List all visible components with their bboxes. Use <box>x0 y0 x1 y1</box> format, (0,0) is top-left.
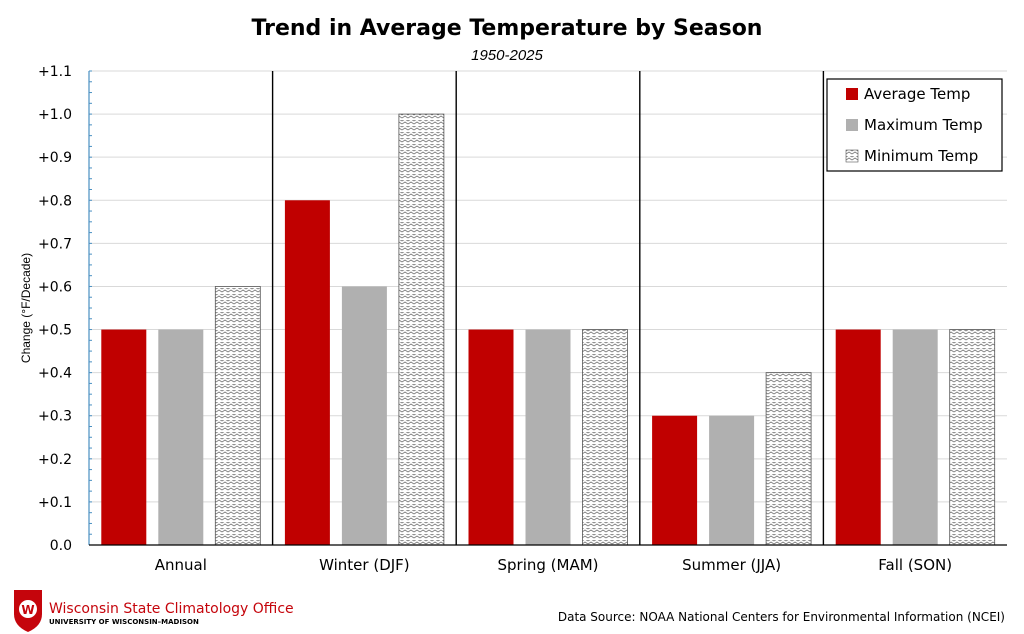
bar-maximum-temp <box>709 415 755 545</box>
bar-maximum-temp <box>892 329 938 545</box>
bar-average-temp <box>101 329 147 545</box>
chart-subtitle: 1950-2025 <box>471 47 543 64</box>
bar-minimum-temp <box>765 372 812 546</box>
bar-average-temp <box>468 329 514 545</box>
legend-swatch-minimum <box>845 149 859 163</box>
bar-maximum-temp <box>341 286 387 545</box>
y-tick-label: +0.2 <box>38 452 72 468</box>
y-tick-label: +0.9 <box>38 150 72 166</box>
crest-letter: W <box>21 603 34 617</box>
x-tick-label: Winter (DJF) <box>319 556 410 574</box>
legend-label-maximum: Maximum Temp <box>864 116 983 134</box>
bars <box>101 113 996 546</box>
legend-label-average: Average Temp <box>864 85 970 103</box>
bar-minimum-temp <box>214 286 261 546</box>
x-tick-label: Spring (MAM) <box>497 556 598 574</box>
y-tick-labels: 0.0 +0.1 +0.2 +0.3 +0.4 +0.5 +0.6 +0.7 +0.8 +0.9 +… <box>38 64 72 554</box>
bar-average-temp <box>652 415 698 545</box>
x-tick-label: Fall (SON) <box>878 556 952 574</box>
bar-maximum-temp <box>158 329 204 545</box>
y-tick-label: +0.1 <box>38 495 72 511</box>
x-tick-label: Summer (JJA) <box>682 556 781 574</box>
legend-label-minimum: Minimum Temp <box>864 147 978 165</box>
legend: Average Temp Maximum Temp Minimum Temp <box>826 78 1003 172</box>
y-tick-label: +0.4 <box>38 366 72 382</box>
org-subtitle: UNIVERSITY OF WISCONSIN–MADISON <box>49 618 199 626</box>
category-separators <box>271 71 825 545</box>
bar-minimum-temp <box>949 329 996 546</box>
y-tick-label: +0.5 <box>38 323 72 339</box>
bar-average-temp <box>284 200 330 546</box>
crest-inner-icon <box>19 600 37 618</box>
legend-swatch-maximum <box>846 119 858 131</box>
footer-logo: W Wisconsin State Climatology Office UNI… <box>14 590 294 632</box>
bar-average-temp <box>835 329 881 545</box>
y-tick-label: +0.3 <box>38 409 72 425</box>
x-tick-labels: Annual Winter (DJF) Spring (MAM) Summer (JJ… <box>155 556 952 574</box>
x-tick-label: Annual <box>155 556 207 574</box>
axes <box>88 70 1007 546</box>
y-tick-label: +0.6 <box>38 279 72 295</box>
y-tick-label: +1.0 <box>38 107 72 123</box>
bar-minimum-temp <box>398 113 445 546</box>
y-tick-label: +1.1 <box>38 64 72 80</box>
y-tick-label: +0.7 <box>38 236 72 252</box>
org-name: Wisconsin State Climatology Office <box>49 601 294 617</box>
y-tick-label: +0.8 <box>38 193 72 209</box>
chart-title: Trend in Average Temperature by Season <box>252 16 763 41</box>
data-source: Data Source: NOAA National Centers for E… <box>558 610 1005 624</box>
bar-minimum-temp <box>582 329 628 546</box>
y-tick-label: 0.0 <box>50 538 72 554</box>
bar-maximum-temp <box>525 329 571 545</box>
legend-swatch-average <box>846 88 858 100</box>
y-axis-label: Change (°F/Decade) <box>19 253 33 363</box>
